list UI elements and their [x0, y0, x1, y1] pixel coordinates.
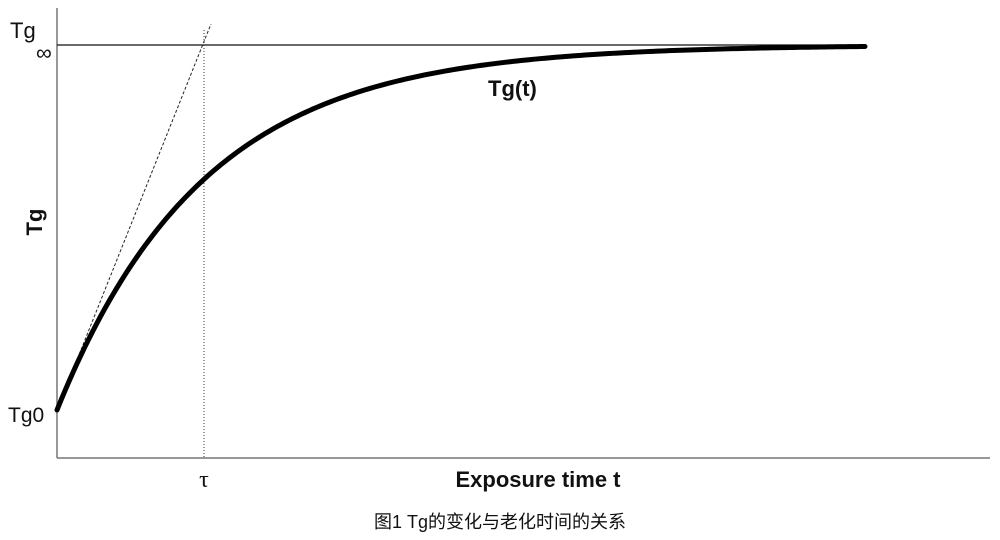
caption: 图1 Tg的变化与老化时间的关系	[374, 512, 626, 532]
x-marker-label: τ	[199, 467, 209, 493]
y-title: Tg	[22, 209, 47, 236]
curve-label: Tg(t)	[488, 76, 537, 101]
y-origin-label: Tg0	[8, 404, 44, 427]
x-title: Exposure time t	[455, 467, 621, 492]
y-top-subscript: ∞	[36, 40, 52, 65]
tangent-line	[56, 23, 212, 411]
y-top-label: Tg	[10, 18, 36, 43]
tg-curve	[54, 44, 868, 413]
